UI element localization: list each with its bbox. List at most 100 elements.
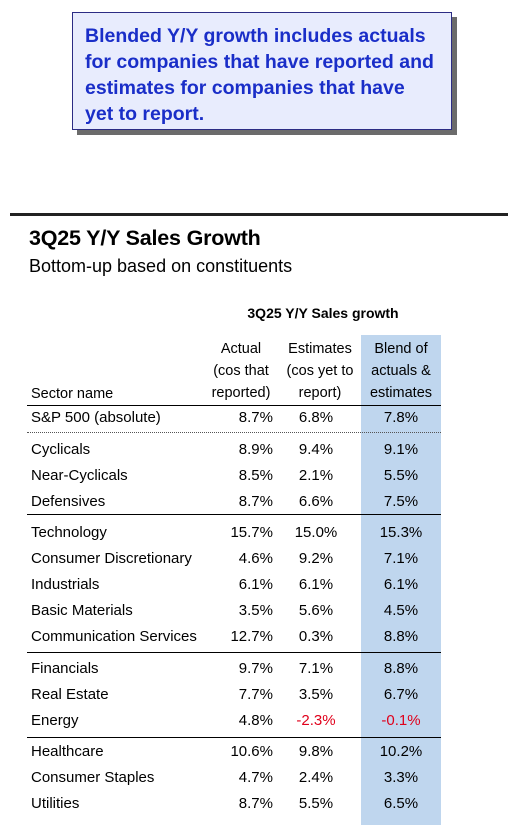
estimate-cell: 5.5% (298, 795, 334, 812)
sector-cell: S&P 500 (absolute) (31, 409, 161, 426)
blend-cell: 15.3% (379, 524, 423, 541)
table-row: Financials 9.7% 7.1% 8.8% (0, 660, 524, 684)
blend-cell: 5.5% (383, 467, 419, 484)
sector-cell: Energy (31, 712, 79, 729)
column-header-line: estimates (369, 385, 433, 401)
sector-column-header: Sector name (31, 386, 114, 402)
column-header-blend: Blend of actuals & estimates (361, 338, 441, 404)
sector-cell: Consumer Discretionary (31, 550, 192, 567)
actual-cell: 6.1% (238, 576, 273, 593)
page-subtitle: Bottom-up based on constituents (29, 256, 293, 276)
estimate-cell: 0.3% (298, 628, 334, 645)
actual-cell: 8.7% (238, 409, 273, 426)
actual-cell: 4.8% (238, 712, 273, 729)
blend-cell: 6.5% (383, 795, 419, 812)
column-header-line: report) (298, 385, 342, 401)
blend-cell: 9.1% (383, 441, 419, 458)
blend-cell: 6.7% (383, 686, 419, 703)
column-header-actual: Actual (cos that reported) (205, 338, 277, 404)
sector-cell: Financials (31, 660, 99, 677)
table-row: Defensives 8.7% 6.6% 7.5% (0, 493, 524, 517)
group-divider (27, 652, 441, 653)
sector-cell: Near-Cyclicals (31, 467, 128, 484)
blend-cell: 3.3% (383, 769, 419, 786)
table-row: Utilities 8.7% 5.5% 6.5% (0, 795, 524, 819)
header-rule (27, 405, 441, 406)
column-header-estimates: Estimates (cos yet to report) (280, 338, 360, 404)
blend-cell: 7.5% (383, 493, 419, 510)
blend-cell: 4.5% (383, 602, 419, 619)
actual-cell: 15.7% (230, 524, 273, 541)
estimate-cell: 3.5% (298, 686, 334, 703)
column-header-line: Blend of (374, 341, 428, 357)
blend-cell: 7.1% (383, 550, 419, 567)
table-row: Near-Cyclicals 8.5% 2.1% 5.5% (0, 467, 524, 491)
sector-cell: Consumer Staples (31, 769, 155, 786)
table-row: Technology 15.7% 15.0% 15.3% (0, 524, 524, 548)
blend-cell: 6.1% (383, 576, 419, 593)
actual-cell: 8.9% (238, 441, 273, 458)
table-row: S&P 500 (absolute) 8.7% 6.8% 7.8% (0, 409, 524, 433)
estimate-cell: 6.6% (298, 493, 334, 510)
estimate-cell: 2.1% (298, 467, 334, 484)
estimate-cell: 15.0% (294, 524, 338, 541)
column-header-line: actuals & (371, 363, 431, 379)
table-row: Healthcare 10.6% 9.8% 10.2% (0, 743, 524, 767)
page-title: 3Q25 Y/Y Sales Growth (29, 226, 261, 250)
actual-cell: 12.7% (230, 628, 273, 645)
table-row: Energy 4.8% -2.3% -0.1% (0, 712, 524, 736)
title-rule (10, 213, 508, 216)
sector-cell: Communication Services (31, 628, 197, 645)
table-row: Consumer Discretionary 4.6% 9.2% 7.1% (0, 550, 524, 574)
column-header-line: reported) (211, 385, 271, 401)
table-row: Cyclicals 8.9% 9.4% 9.1% (0, 441, 524, 465)
sector-cell: Industrials (31, 576, 100, 593)
column-header-line: (cos yet to (286, 363, 354, 379)
actual-cell: 3.5% (238, 602, 273, 619)
blend-cell: 8.8% (383, 660, 419, 677)
actual-cell: 9.7% (238, 660, 273, 677)
table-row: Industrials 6.1% 6.1% 6.1% (0, 576, 524, 600)
actual-cell: 7.7% (238, 686, 273, 703)
estimate-cell: 7.1% (298, 660, 334, 677)
estimate-cell: -2.3% (296, 712, 336, 729)
estimate-cell: 2.4% (298, 769, 334, 786)
sector-cell: Defensives (31, 493, 106, 510)
blend-cell: -0.1% (381, 712, 421, 729)
callout-text: Blended Y/Y growth includes actuals for … (85, 25, 434, 125)
column-header-line: (cos that (213, 363, 269, 379)
blend-cell: 8.8% (383, 628, 419, 645)
group-divider (27, 737, 441, 738)
estimate-cell: 9.2% (298, 550, 334, 567)
estimate-cell: 6.8% (298, 409, 334, 426)
row-divider (27, 432, 441, 433)
estimate-cell: 5.6% (298, 602, 334, 619)
blend-column-highlight (361, 335, 441, 825)
estimate-cell: 6.1% (298, 576, 334, 593)
estimate-cell: 9.8% (298, 743, 334, 760)
sector-cell: Technology (31, 524, 107, 541)
table-row: Real Estate 7.7% 3.5% 6.7% (0, 686, 524, 710)
table-row: Basic Materials 3.5% 5.6% 4.5% (0, 602, 524, 626)
column-header-line: Estimates (288, 341, 352, 357)
sector-cell: Real Estate (31, 686, 109, 703)
sector-cell: Utilities (31, 795, 80, 812)
actual-cell: 10.6% (230, 743, 273, 760)
sector-cell: Basic Materials (31, 602, 133, 619)
callout-box: Blended Y/Y growth includes actuals for … (72, 12, 452, 130)
blend-cell: 7.8% (383, 409, 419, 426)
blend-cell: 10.2% (379, 743, 423, 760)
actual-cell: 8.7% (238, 795, 273, 812)
group-divider (27, 514, 441, 515)
actual-cell: 8.7% (238, 493, 273, 510)
estimate-cell: 9.4% (298, 441, 334, 458)
actual-cell: 4.7% (238, 769, 273, 786)
table-row: Consumer Staples 4.7% 2.4% 3.3% (0, 769, 524, 793)
actual-cell: 8.5% (238, 467, 273, 484)
sector-cell: Healthcare (31, 743, 104, 760)
column-header-line: Actual (220, 341, 262, 357)
sector-cell: Cyclicals (31, 441, 91, 458)
table-row: Communication Services 12.7% 0.3% 8.8% (0, 628, 524, 652)
table-group-header: 3Q25 Y/Y Sales growth (247, 305, 399, 321)
